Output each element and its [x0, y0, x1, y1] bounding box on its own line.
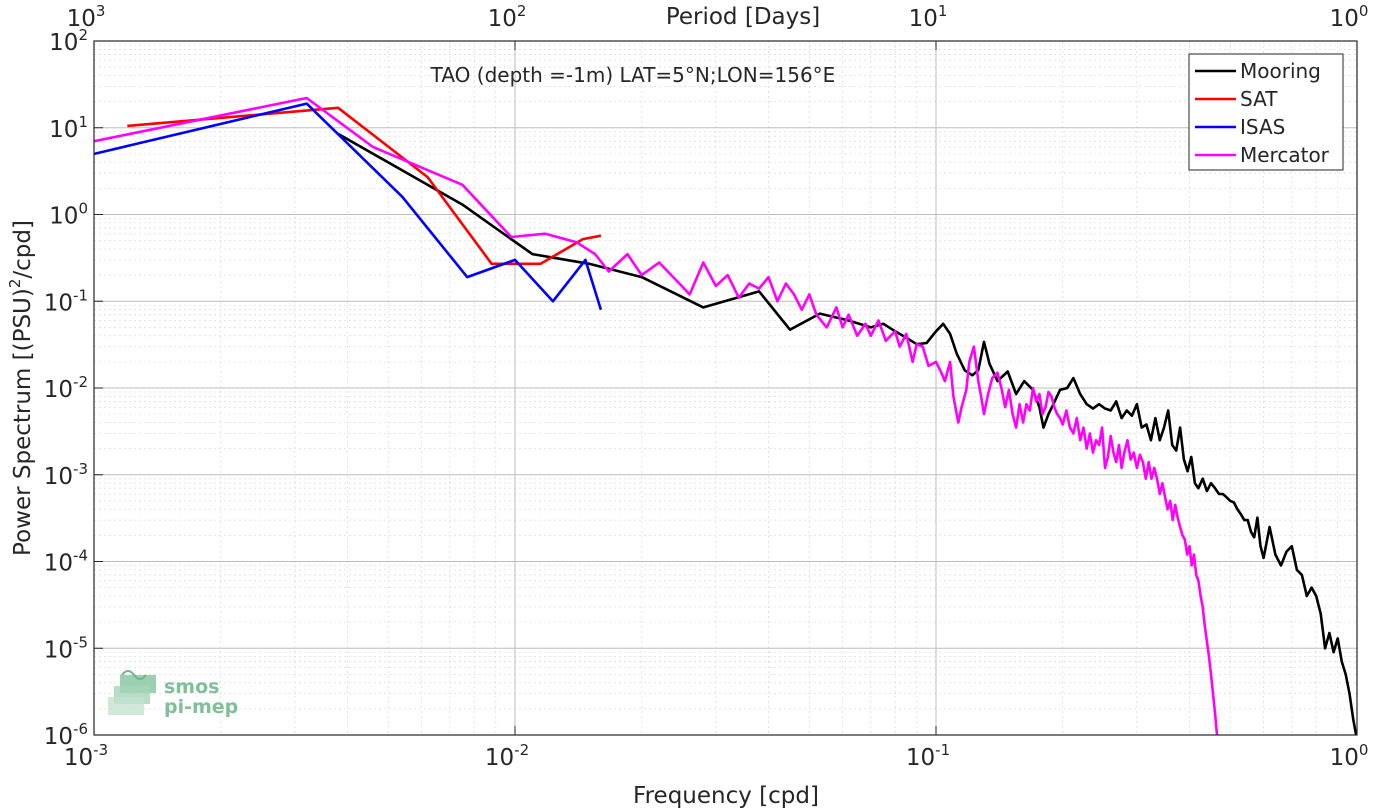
y-tick-label: 101 — [49, 113, 88, 143]
y-axis-label-tail: /cpd] — [10, 220, 36, 279]
y-tick-label: 10-4 — [44, 547, 88, 577]
y-tick-label: 10-2 — [44, 373, 88, 403]
y-tick-label: 102 — [49, 26, 88, 56]
plot-lines — [94, 96, 1357, 735]
y-tick-label-base: 10 — [44, 551, 73, 577]
legend-label-mooring: Mooring — [1240, 59, 1321, 83]
x-tick-label-exp: -2 — [514, 741, 529, 759]
y-tick-label: 10-3 — [44, 460, 88, 490]
y-tick-label-exp: -4 — [73, 547, 88, 565]
top-tick-label-exp: 2 — [517, 2, 527, 20]
x-tick-label-base: 10 — [906, 745, 935, 771]
top-tick-label-base: 10 — [488, 6, 517, 32]
y-tick-label-base: 10 — [44, 290, 73, 316]
x-tick-label: 100 — [1330, 741, 1369, 771]
logo-line1: smos — [164, 676, 219, 698]
top-tick-label: 101 — [909, 2, 948, 32]
y-tick-label-base: 10 — [49, 204, 78, 230]
series-line-sat — [127, 106, 602, 266]
y-tick-label-base: 10 — [49, 30, 78, 56]
y-tick-label: 100 — [49, 200, 88, 230]
y-axis-label-main: Power Spectrum [(PSU) — [10, 288, 36, 556]
y-tick-label: 10-1 — [44, 286, 88, 316]
logo-mark — [108, 670, 156, 715]
y-tick-label-base: 10 — [44, 637, 73, 663]
series-line-isas — [94, 102, 603, 311]
smos-pi-mep-logo: smos pi-mep — [108, 670, 238, 718]
x-tick-label: 10-1 — [906, 741, 950, 771]
y-tick-label-base: 10 — [44, 724, 73, 750]
y-tick-label-exp: -2 — [73, 373, 88, 391]
y-tick-label-base: 10 — [49, 117, 78, 143]
top-tick-label-exp: 3 — [96, 2, 106, 20]
y-axis-label-sup: 2 — [6, 279, 24, 289]
x-tick-label-exp: -3 — [93, 741, 108, 759]
x-tick-label-base: 10 — [485, 745, 514, 771]
top-tick-label-base: 10 — [909, 6, 938, 32]
y-tick-label-base: 10 — [44, 377, 73, 403]
legend-label-sat: SAT — [1240, 87, 1278, 111]
top-tick-label: 103 — [67, 2, 106, 32]
x-tick-label-exp: 0 — [1359, 741, 1369, 759]
top-tick-label-base: 10 — [1330, 6, 1359, 32]
y-tick-label-exp: 2 — [78, 26, 88, 44]
top-tick-label-base: 10 — [67, 6, 96, 32]
top-tick-label-exp: 1 — [938, 2, 948, 20]
series-line-mercator — [94, 96, 1219, 735]
y-tick-label-base: 10 — [44, 464, 73, 490]
y-tick-label-exp: -5 — [73, 633, 88, 651]
y-axis-label: Power Spectrum [(PSU)2/cpd] — [6, 220, 36, 556]
y-tick-label-exp: 1 — [78, 113, 88, 131]
legend-box — [1188, 53, 1344, 171]
top-tick-label-exp: 0 — [1359, 2, 1369, 20]
top-tick-label: 100 — [1330, 2, 1369, 32]
y-tick-label-exp: -1 — [73, 286, 88, 304]
x-axis-label: Frequency [cpd] — [633, 783, 819, 809]
x-tick-label-exp: -1 — [935, 741, 950, 759]
series-line-mooring — [337, 132, 1357, 735]
x-tick-label-base: 10 — [64, 745, 93, 771]
chart-title: TAO (depth =-1m) LAT=5°N;LON=156°E — [430, 63, 836, 87]
legend-label-mercator: Mercator — [1240, 143, 1330, 167]
y-tick-label-exp: -6 — [73, 720, 88, 738]
top-tick-label: 102 — [488, 2, 527, 32]
legend: Mooring SAT ISAS Mercator — [1188, 53, 1344, 171]
y-tick-label-exp: -3 — [73, 460, 88, 478]
x-tick-label-base: 10 — [1330, 745, 1359, 771]
x-tick-label: 10-2 — [485, 741, 529, 771]
logo-line2: pi-mep — [164, 696, 238, 718]
y-tick-label-exp: 0 — [78, 200, 88, 218]
y-tick-label: 10-6 — [44, 720, 88, 750]
y-tick-label: 10-5 — [44, 633, 88, 663]
top-axis-label: Period [Days] — [666, 4, 820, 30]
x-tick-label: 10-3 — [64, 741, 108, 771]
legend-label-isas: ISAS — [1240, 115, 1285, 139]
